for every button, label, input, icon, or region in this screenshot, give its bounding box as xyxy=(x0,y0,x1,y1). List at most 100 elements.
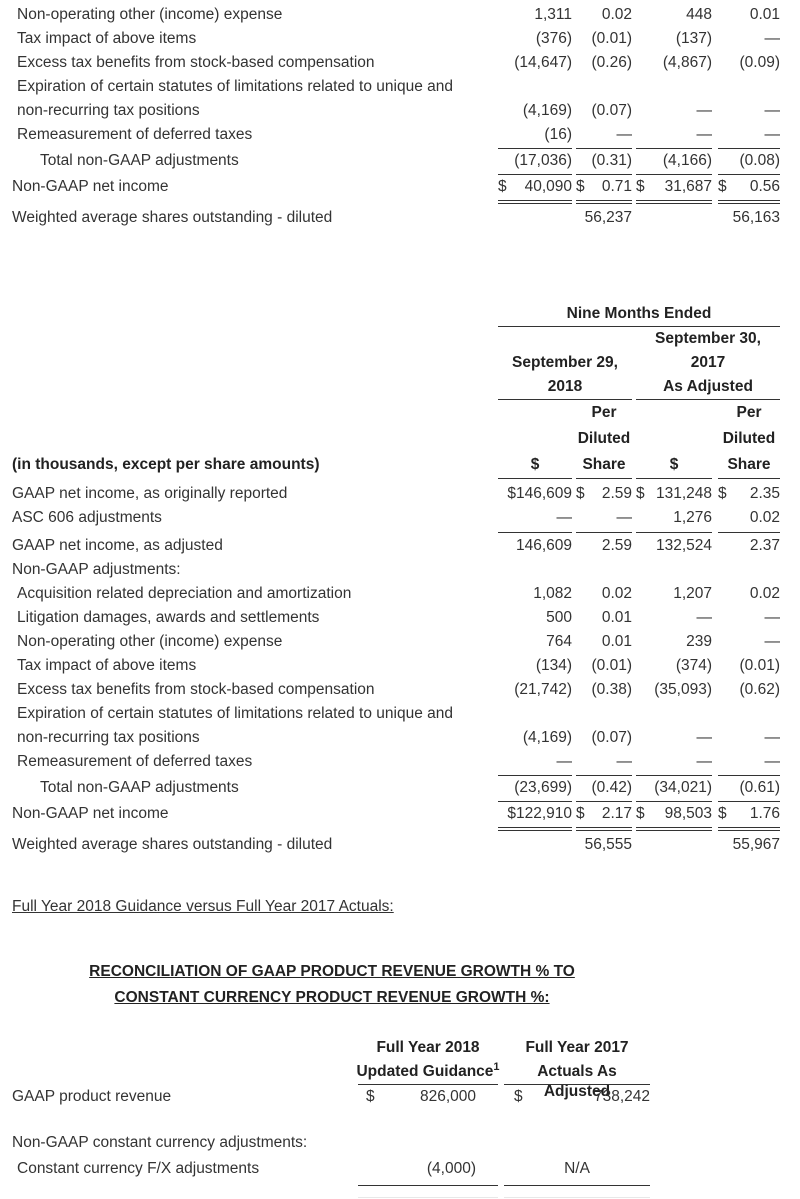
currency-sign: $ xyxy=(576,805,585,822)
currency-sign: $ xyxy=(576,485,585,502)
cell-text: (16) xyxy=(544,126,572,143)
row-label: Non-GAAP constant currency adjustments: xyxy=(12,1134,308,1151)
cell-text: 56,555 xyxy=(584,836,632,853)
divider xyxy=(718,532,780,533)
share-header: Share xyxy=(582,456,626,473)
cell-text: 764 xyxy=(546,633,572,650)
value-cell: — xyxy=(718,632,781,652)
cell-text: (0.01) xyxy=(591,657,633,674)
cell-text: (0.08) xyxy=(739,152,781,169)
row-label: Expiration of certain statutes of limita… xyxy=(17,705,453,722)
cell-text: (34,021) xyxy=(654,779,712,796)
cell-text: 239 xyxy=(686,633,712,650)
divider xyxy=(576,775,632,776)
value-cell: (0.42) xyxy=(576,778,633,798)
cell-text: (21,742) xyxy=(514,681,572,698)
value-cell: $2.35 xyxy=(718,484,780,504)
value-cell: 1,207 xyxy=(636,584,712,604)
currency-sign: $ xyxy=(576,178,585,195)
value-cell: (23,699) xyxy=(498,778,572,798)
value-cell: 0.02 xyxy=(718,584,780,604)
cell-text: (134) xyxy=(535,657,572,674)
value-cell: (376) xyxy=(498,29,572,49)
col-a-line2: Updated Guidance1 xyxy=(356,1061,500,1082)
value-cell: (14,647) xyxy=(498,53,572,73)
value-cell: (0.08) xyxy=(718,151,781,171)
per-header: Per xyxy=(591,404,617,421)
double-underline xyxy=(636,827,712,831)
cell-text: — xyxy=(764,729,781,746)
value-cell: — xyxy=(718,608,781,628)
cell-text: $122,910 xyxy=(507,805,572,822)
divider xyxy=(498,478,572,479)
cell-text: (137) xyxy=(675,30,712,47)
value-cell: 448 xyxy=(636,5,712,25)
value-cell: — xyxy=(576,508,633,528)
value-cell: 132,524 xyxy=(636,536,712,556)
divider xyxy=(718,801,780,802)
value-cell: 55,967 xyxy=(718,835,780,855)
cell-text: (0.01) xyxy=(591,30,633,47)
cell-text: — xyxy=(696,126,713,143)
value-cell: — xyxy=(718,29,781,49)
value-cell: 764 xyxy=(498,632,572,652)
double-underline xyxy=(636,200,712,204)
cell-text: (0.42) xyxy=(591,779,633,796)
row-label: Weighted average shares outstanding - di… xyxy=(12,836,333,853)
cell-text: (374) xyxy=(675,657,712,674)
value-cell: 56,237 xyxy=(576,208,632,228)
cell-text: 1,311 xyxy=(534,6,572,23)
cell-text: (35,093) xyxy=(654,681,712,698)
row-label: ASC 606 adjustments xyxy=(12,509,162,526)
cell-text: 131,248 xyxy=(655,485,712,502)
value-cell: (21,742) xyxy=(498,680,572,700)
row-label: Remeasurement of deferred taxes xyxy=(17,753,253,770)
cell-text: — xyxy=(616,753,633,770)
value-cell: $131,248 xyxy=(636,484,712,504)
cell-text: 0.02 xyxy=(749,585,780,602)
value-cell: (34,021) xyxy=(636,778,712,798)
row-label: Non-operating other (income) expense xyxy=(17,6,283,23)
currency-sign: $ xyxy=(718,485,727,502)
value-cell: 56,555 xyxy=(576,835,632,855)
value-cell: $826,000 xyxy=(366,1087,476,1107)
row-label: Tax impact of above items xyxy=(17,657,197,674)
divider xyxy=(636,775,712,776)
value-cell: 500 xyxy=(498,608,572,628)
row-label: Non-GAAP adjustments: xyxy=(12,561,181,578)
cell-text: 448 xyxy=(686,6,712,23)
row-label: non-recurring tax positions xyxy=(17,729,200,746)
value-cell: 146,609 xyxy=(498,536,572,556)
currency-sign: $ xyxy=(718,178,727,195)
value-cell: (0.09) xyxy=(718,53,781,73)
cell-text: 146,609 xyxy=(515,537,572,554)
nine-months-header: Nine Months Ended xyxy=(566,305,712,322)
divider xyxy=(718,478,780,479)
value-cell: (134) xyxy=(498,656,572,676)
cell-text: (4,000) xyxy=(426,1160,476,1177)
value-cell: — xyxy=(498,508,573,528)
col-2018-line2: 2018 xyxy=(547,378,583,395)
value-cell: — xyxy=(576,125,633,145)
double-underline xyxy=(498,200,572,204)
value-cell: (4,169) xyxy=(498,101,572,121)
value-cell: (0.07) xyxy=(576,101,633,121)
currency-sign: $ xyxy=(636,485,645,502)
row-label: Tax impact of above items xyxy=(17,30,197,47)
value-cell: (0.62) xyxy=(718,680,781,700)
col-2017-line1: September 30, xyxy=(655,330,761,347)
row-label: Non-operating other (income) expense xyxy=(17,633,283,650)
currency-sign: $ xyxy=(718,805,727,822)
value-cell: $98,503 xyxy=(636,804,712,824)
cell-text: 500 xyxy=(546,609,572,626)
cell-text: (0.01) xyxy=(739,657,781,674)
value-cell: (0.31) xyxy=(576,151,633,171)
value-cell: — xyxy=(498,752,573,772)
divider xyxy=(498,174,572,175)
cell-text: 2.59 xyxy=(601,485,632,502)
cell-text: 1.76 xyxy=(749,805,780,822)
cell-text: $146,609 xyxy=(507,485,572,502)
cell-text: — xyxy=(764,609,781,626)
cell-text: 826,000 xyxy=(419,1088,476,1105)
double-underline xyxy=(718,200,780,204)
